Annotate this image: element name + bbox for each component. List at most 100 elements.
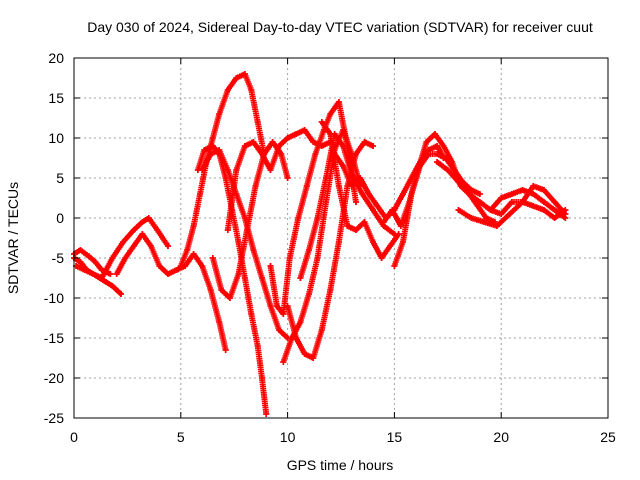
series-arc-2 [71,247,114,277]
data-point [209,255,216,261]
data-point [103,279,110,285]
data-point [280,359,287,365]
data-point [380,219,387,225]
data-point [122,255,129,261]
data-point [530,191,537,197]
data-point [508,191,515,197]
data-point [370,207,377,213]
x-tick-label: 15 [387,429,403,445]
data-point [190,223,197,229]
x-axis-title: GPS time / hours [287,457,394,473]
data-point [498,211,505,217]
x-tick-label: 25 [600,429,616,445]
data-point [109,255,116,261]
data-point [305,247,312,253]
data-point [519,199,526,205]
data-point [216,111,223,117]
x-tick-label: 5 [177,429,185,445]
x-tick-label: 10 [280,429,296,445]
data-point [222,347,229,353]
data-point [216,147,223,153]
data-point [434,143,441,149]
data-point [207,287,214,293]
data-point [120,239,127,245]
data-point [318,327,325,333]
data-point [455,179,462,185]
data-point [98,275,105,281]
data-point [77,247,84,253]
data-point [530,203,537,209]
data-point [408,191,415,197]
data-point [130,227,137,233]
series-arc-17 [391,151,483,269]
y-axis-title: SDTVAR / TECUs [5,182,21,294]
data-point [301,127,308,133]
data-point [233,167,240,173]
series-arc-12 [284,139,377,361]
data-point [391,263,398,269]
data-point [241,71,248,77]
data-point [423,139,430,145]
data-point [530,183,537,189]
data-point [209,143,216,149]
data-point [312,151,319,157]
data-point [297,319,304,325]
data-point [395,231,402,237]
data-point [540,199,547,205]
data-point [276,327,283,333]
data-point [273,303,280,309]
data-point [297,275,304,281]
data-point [224,227,231,233]
data-point [235,271,242,277]
data-point [399,191,406,197]
data-point [378,255,385,261]
data-point [387,243,394,249]
data-point [352,151,359,157]
x-axis: 0 5 10 15 20 25 [70,58,616,445]
y-tick-label: -20 [44,370,64,386]
data-point [267,167,274,173]
data-point [331,151,338,157]
data-point [551,207,558,213]
data-point [340,163,347,169]
data-point [348,171,355,177]
y-tick-label: -10 [44,290,64,306]
data-point [425,151,432,157]
y-axis: -25 -20 -15 -10 -5 0 5 10 15 20 [44,50,608,426]
data-point [540,187,547,193]
data-point [280,311,287,317]
data-point [244,227,251,233]
data-point [77,259,84,265]
data-point [442,155,449,161]
data-point [551,215,558,221]
data-point [417,163,424,169]
data-point [468,215,475,221]
data-point [164,243,171,249]
data-point [250,247,257,253]
data-point [357,175,364,181]
data-point [90,271,97,277]
chart-title: Day 030 of 2024, Sidereal Day-to-day VTE… [87,19,593,35]
data-point [562,215,569,221]
data-point [344,223,351,229]
data-point [481,219,488,225]
data-point [444,167,451,173]
data-point [254,119,261,125]
data-point [303,183,310,189]
data-point [209,135,216,141]
data-point [197,191,204,197]
data-point [248,87,255,93]
data-point [241,275,248,281]
data-point [258,275,265,281]
series-arc-14 [318,119,402,261]
data-point [224,87,231,93]
data-point [85,253,92,260]
y-tick-label: 0 [56,210,64,226]
y-tick-label: -5 [52,250,65,266]
data-point [184,247,191,253]
data-point [284,135,291,141]
data-point [374,203,381,209]
x-tick-label: 20 [493,429,509,445]
data-point [226,295,233,301]
data-point [352,199,359,205]
